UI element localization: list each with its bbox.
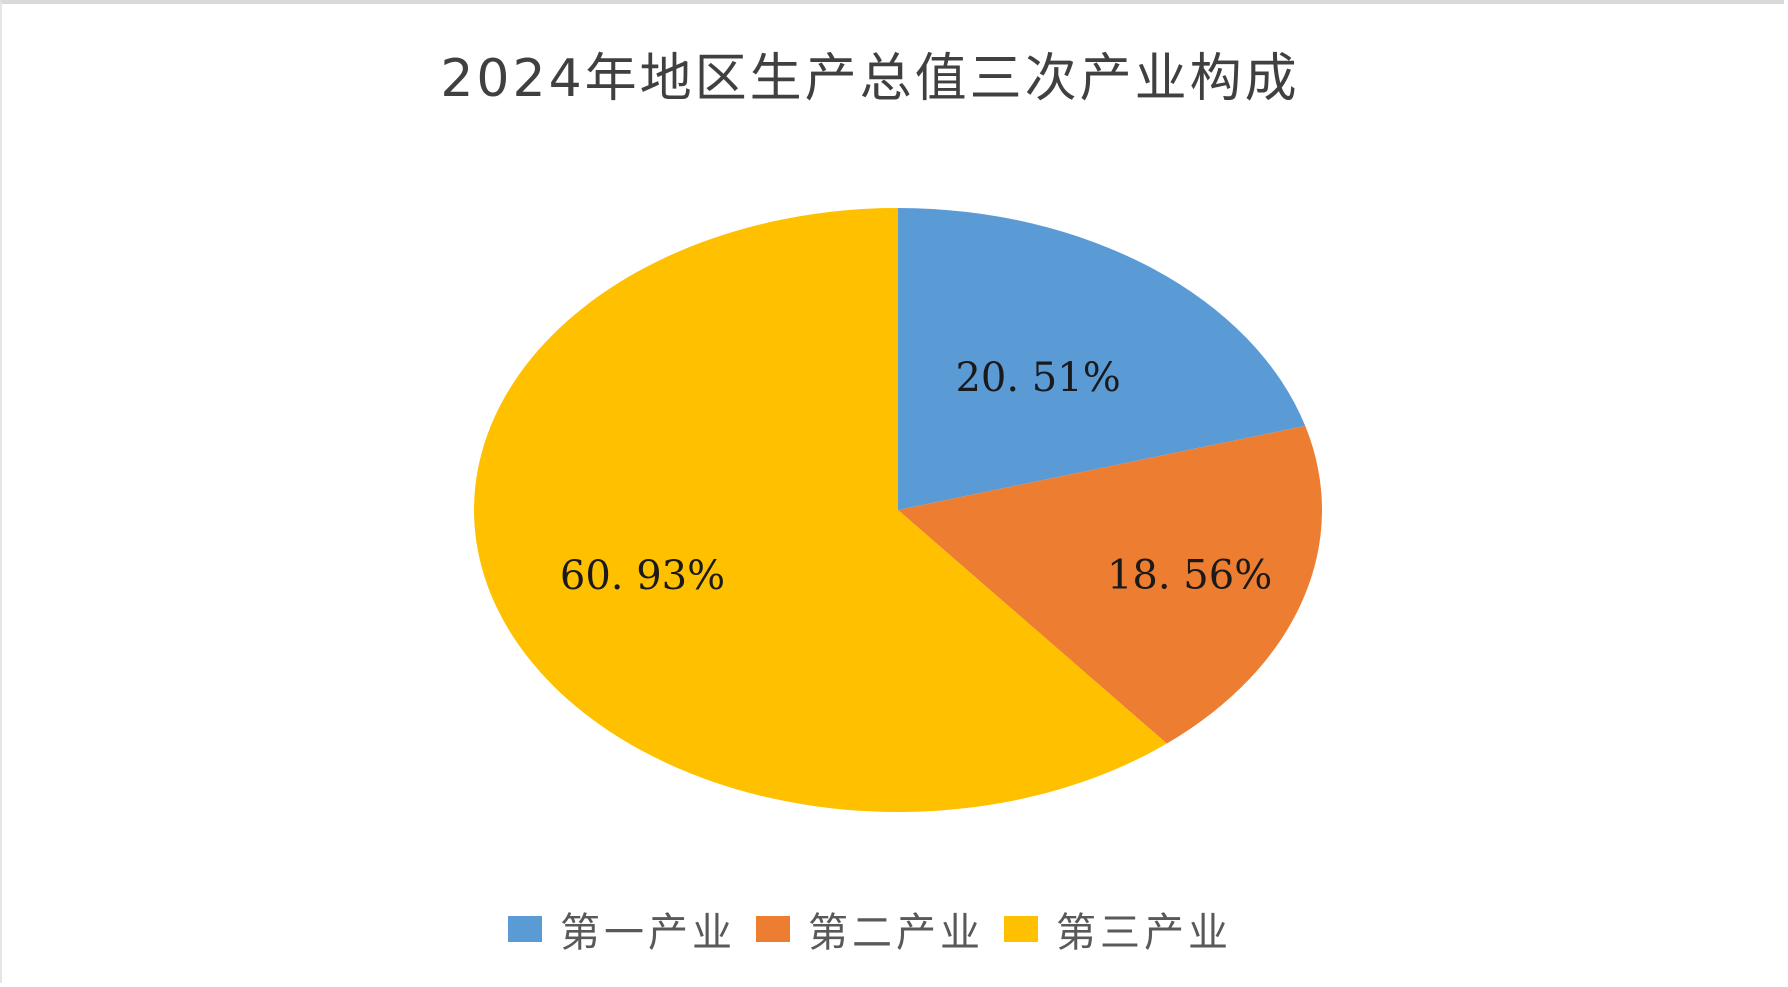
pie-slice-primary: [898, 208, 1306, 510]
legend-label-secondary: 第二产业: [808, 910, 984, 956]
pie-slices: [474, 208, 1323, 813]
pie-slice-tertiary: [474, 208, 1167, 813]
pie-label-primary: 20. 51%: [955, 355, 1120, 401]
pie-labels: 20. 51% 18. 56% 60. 93%: [560, 355, 1272, 599]
legend-label-tertiary: 第三产业: [1056, 910, 1232, 956]
legend-item-tertiary: 第三产业: [1004, 900, 1232, 958]
pie-slice-secondary: [898, 425, 1323, 744]
legend-label-primary: 第一产业: [560, 910, 736, 956]
chart-title: 2024年地区生产总值三次产业构成: [440, 49, 1300, 109]
legend-swatch-tertiary: [1004, 916, 1038, 942]
legend-swatch-primary: [508, 916, 542, 942]
pie-label-secondary: 18. 56%: [1107, 553, 1272, 599]
pie-label-tertiary: 60. 93%: [560, 553, 725, 599]
legend-item-primary: 第一产业: [508, 900, 736, 958]
legend-swatch-secondary: [756, 916, 790, 942]
legend-item-secondary: 第二产业: [756, 900, 984, 958]
chart-legend: 第一产业 第二产业 第三产业: [0, 900, 1740, 958]
